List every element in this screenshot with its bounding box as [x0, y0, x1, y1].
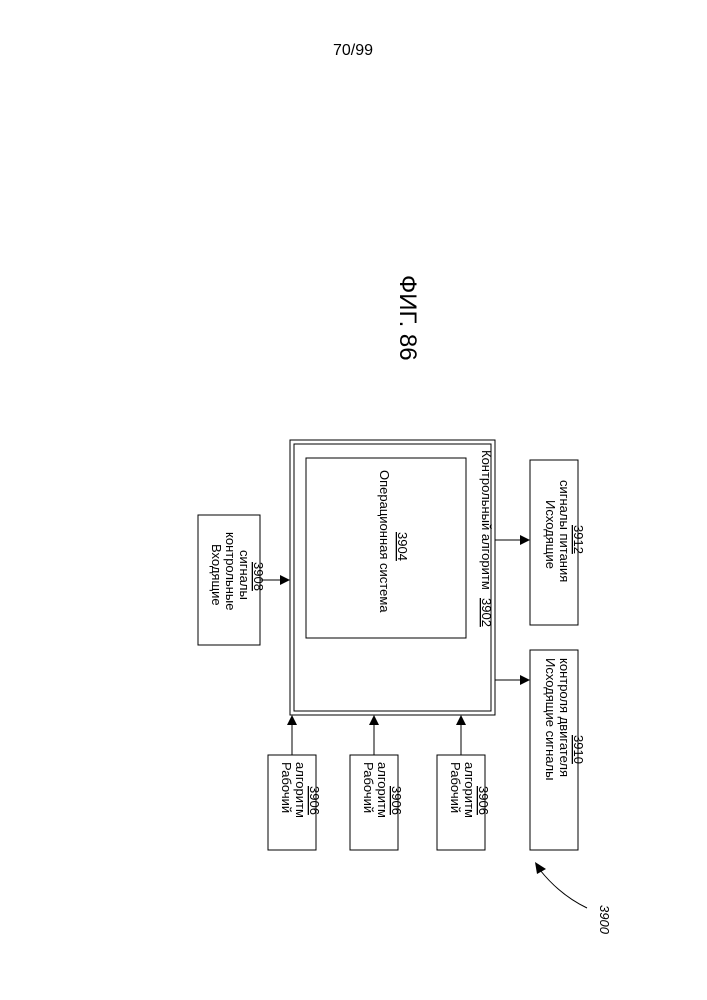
work-algorithm-2-ref: 3906 [389, 786, 404, 815]
edge-work2-arrow [369, 715, 379, 725]
system-ref-leader [540, 870, 587, 908]
work-algorithm-3-ref: 3906 [476, 786, 491, 815]
output-power-ref: 3912 [571, 525, 586, 554]
page-number: 70/99 [333, 42, 373, 59]
work-algorithm-1-ref: 3906 [307, 786, 322, 815]
output-engine-ref: 3910 [571, 735, 586, 764]
operating-system-ref: 3904 [395, 532, 410, 561]
edge-work1-arrow [287, 715, 297, 725]
output-engine-label-1: Исходящие сигналы [543, 658, 558, 780]
output-power-label-1: Исходящие [543, 500, 558, 569]
control-algorithm-ref: 3902 [479, 598, 494, 627]
work-algorithm-2-label-2: алгоритм [375, 762, 390, 818]
edge-out-engine-arrow [520, 675, 530, 685]
figure-canvas: 70/99 Контрольный алгоритм 3902 Операцио… [0, 0, 707, 1000]
figure-caption: ФИГ. 86 [394, 275, 421, 361]
input-signals-label-1: Входящие [209, 544, 224, 606]
output-engine-label-2: контроля двигателя [557, 658, 572, 777]
output-power-label-2: сигналы питания [557, 480, 572, 582]
control-algorithm-label: Контрольный алгоритм [479, 450, 494, 590]
edge-out-power-arrow [520, 535, 530, 545]
work-algorithm-2-label-1: Рабочий [361, 762, 376, 813]
edge-work3-arrow [456, 715, 466, 725]
work-algorithm-3-label-2: алгоритм [462, 762, 477, 818]
input-signals-ref: 3908 [251, 562, 266, 591]
work-algorithm-1-label-2: алгоритм [293, 762, 308, 818]
input-signals-label-2: контрольные [223, 532, 238, 610]
operating-system-label: Операционная система [377, 470, 392, 613]
edge-input-arrow [280, 575, 290, 585]
input-signals-label-3: сигналы [237, 550, 252, 600]
work-algorithm-1-label-1: Рабочий [279, 762, 294, 813]
work-algorithm-3-label-1: Рабочий [448, 762, 463, 813]
system-ref-label: 3900 [597, 905, 612, 935]
system-ref-arrow [535, 862, 546, 874]
